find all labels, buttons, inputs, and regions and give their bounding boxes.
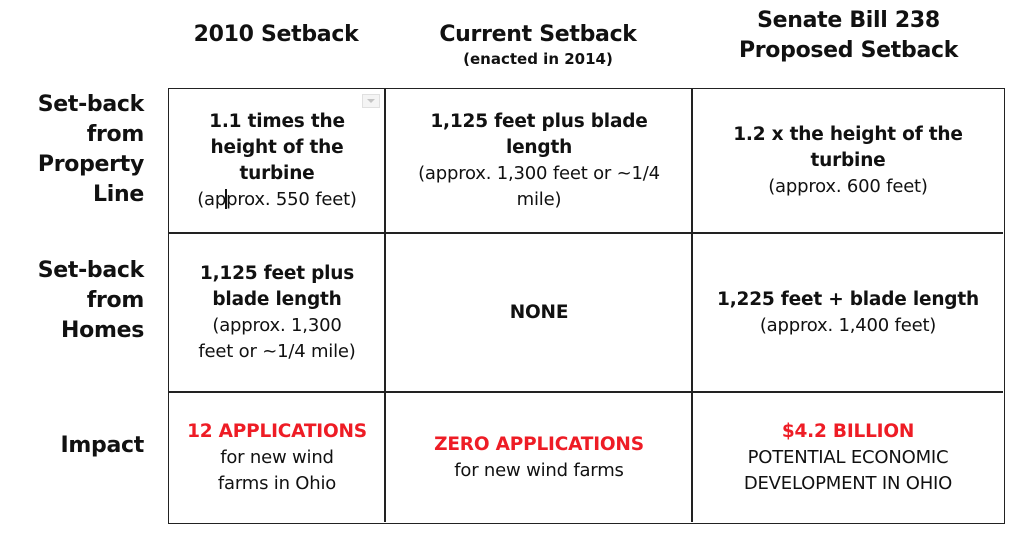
text-before-cursor: (ap [197, 189, 227, 210]
column-title: Current Setback [439, 22, 637, 47]
row-header-homes: Set-back from Homes [37, 256, 145, 346]
cell-2010-homes[interactable]: 1,125 feet plus blade length (approx. 1,… [169, 234, 385, 392]
cell-regular-line: for new wind [220, 447, 334, 468]
column-title-line1: Senate Bill 238 [757, 8, 940, 33]
row-divider [169, 232, 1003, 234]
row-header-property-line: Set-back from Property Line [37, 90, 145, 210]
cell-regular-line: POTENTIAL ECONOMIC [747, 447, 949, 468]
impact-highlight: ZERO APPLICATIONS [434, 434, 644, 455]
cell-regular-line: (approx. 550 feet) [197, 187, 357, 213]
setback-comparison-table: 1.1 times the height of the turbine (app… [168, 88, 1005, 524]
cell-2010-property-line[interactable]: 1.1 times the height of the turbine (app… [169, 89, 385, 233]
cell-sb238-property-line[interactable]: 1.2 x the height of the turbine (approx.… [693, 89, 1003, 233]
cell-2010-impact[interactable]: 12 APPLICATIONS for new wind farms in Oh… [169, 393, 385, 523]
row-label-line: Property [37, 152, 144, 177]
dropdown-arrow-icon[interactable] [362, 94, 380, 108]
cell-bold-line: blade length [212, 289, 342, 310]
impact-highlight: 12 APPLICATIONS [187, 421, 367, 442]
column-divider [691, 89, 693, 522]
text-after-cursor: prox. 550 feet) [226, 189, 357, 210]
column-header-current: Current Setback (enacted in 2014) [384, 20, 692, 68]
column-title: 2010 Setback [193, 22, 359, 47]
cell-regular-line: (approx. 1,300 [212, 315, 342, 336]
impact-highlight: $4.2 BILLION [781, 421, 915, 442]
cell-current-homes[interactable]: NONE [385, 234, 693, 392]
cell-regular-line: (approx. 1,400 feet) [759, 315, 937, 336]
cell-current-impact[interactable]: ZERO APPLICATIONS for new wind farms [385, 393, 693, 523]
row-label-line: from [86, 122, 145, 147]
cell-bold-line: NONE [509, 302, 569, 323]
column-subtitle: (enacted in 2014) [463, 50, 613, 68]
row-header-impact: Impact [60, 431, 145, 461]
cell-regular-line: (approx. 1,300 feet or ~1/4 [418, 163, 660, 184]
row-label-line: Homes [61, 318, 144, 343]
row-label-line: Set-back [37, 92, 145, 117]
cell-sb238-homes[interactable]: 1,225 feet + blade length (approx. 1,400… [693, 234, 1003, 392]
row-label-line: Line [93, 182, 144, 207]
column-header-2010: 2010 Setback [168, 20, 384, 50]
cell-bold-line: 1.1 times the [209, 111, 345, 132]
cell-bold-line: turbine [810, 150, 886, 171]
cell-sb238-impact[interactable]: $4.2 BILLION POTENTIAL ECONOMIC DEVELOPM… [693, 393, 1003, 523]
row-label-line: Impact [60, 433, 145, 458]
row-label-line: Set-back [37, 258, 145, 283]
cell-regular-line: feet or ~1/4 mile) [198, 341, 356, 362]
column-divider [384, 89, 386, 522]
cell-regular-line: mile) [516, 189, 562, 210]
cell-regular-line: DEVELOPMENT IN OHIO [743, 473, 953, 494]
row-divider [169, 391, 1003, 393]
cell-bold-line: 1.2 x the height of the [733, 124, 963, 145]
row-label-line: from [86, 288, 145, 313]
cell-bold-line: 1,125 feet plus [199, 263, 355, 284]
text-cursor [225, 189, 228, 209]
cell-bold-line: 1,225 feet + blade length [717, 289, 979, 310]
column-header-sb238: Senate Bill 238 Proposed Setback [692, 6, 1005, 66]
cell-bold-line: length [505, 137, 573, 158]
cell-regular-line: (approx. 600 feet) [768, 176, 928, 197]
cell-regular-line: for new wind farms [454, 460, 624, 481]
cell-current-property-line[interactable]: 1,125 feet plus blade length (approx. 1,… [385, 89, 693, 233]
cell-regular-line: farms in Ohio [217, 473, 337, 494]
cell-bold-line: height of the [210, 137, 344, 158]
cell-bold-line: 1,125 feet plus blade [430, 111, 648, 132]
column-title-line2: Proposed Setback [738, 38, 959, 63]
cell-bold-line: turbine [239, 163, 315, 184]
